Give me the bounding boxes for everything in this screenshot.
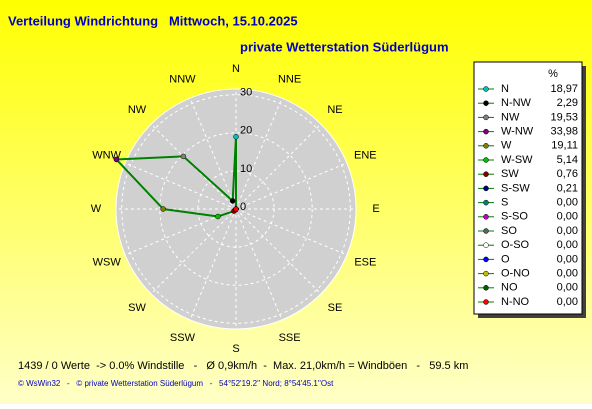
direction-label: ENE	[354, 149, 377, 161]
direction-label: NW	[128, 104, 147, 116]
legend-marker	[483, 114, 489, 121]
direction-label: SSW	[170, 332, 196, 344]
wind-point	[229, 198, 236, 204]
legend-title: %	[548, 68, 558, 80]
spoke	[150, 208, 237, 295]
legend-marker	[483, 214, 489, 220]
legend-label: N-NO	[501, 296, 530, 308]
spoke	[189, 97, 237, 210]
r-tick-label: 0	[240, 201, 246, 213]
wind-point	[215, 213, 221, 220]
legend-value: 0,00	[557, 197, 578, 209]
legend-label: NW	[501, 111, 520, 123]
legend-value: 0,00	[557, 268, 578, 280]
copyright: © WsWin32 - © private Wetterstation Süde…	[18, 379, 334, 388]
legend-label: NO	[501, 282, 518, 294]
spoke	[189, 208, 237, 321]
legend-label: W-SW	[501, 154, 533, 166]
legend-label: S-SW	[501, 182, 530, 194]
direction-label: SE	[328, 302, 343, 314]
direction-label: WSW	[93, 256, 122, 268]
spoke	[235, 208, 283, 321]
legend-label: O	[501, 253, 510, 265]
legend-marker	[483, 299, 489, 305]
direction-label: SSE	[279, 332, 301, 344]
chart-title: Verteilung Windrichtung Mittwoch, 15.10.…	[8, 13, 298, 28]
legend-label: SW	[501, 168, 519, 180]
legend-label: W-NW	[501, 126, 534, 138]
legend-marker	[483, 242, 489, 248]
legend-value: 0,00	[557, 296, 578, 308]
direction-label: ESE	[354, 256, 376, 268]
legend-marker	[483, 199, 489, 206]
direction-label: W	[91, 203, 102, 215]
spoke	[235, 208, 348, 256]
direction-label: NE	[327, 104, 342, 116]
legend-value: 2,29	[557, 97, 578, 109]
grid-ring	[197, 170, 275, 248]
legend-value: 0,00	[557, 239, 578, 251]
spoke	[235, 208, 322, 295]
legend-label: O-NO	[501, 268, 530, 280]
chart-subtitle: private Wetterstation Süderlügum	[240, 39, 449, 54]
spoke	[235, 97, 283, 210]
legend-value: 0,76	[557, 168, 578, 180]
direction-label: E	[372, 203, 379, 215]
wind-point	[160, 206, 166, 212]
legend-label: N-NW	[501, 97, 532, 109]
legend-label: O-SO	[501, 239, 530, 251]
grid-ring	[121, 94, 351, 324]
r-tick-label: 30	[240, 87, 252, 99]
spoke	[124, 162, 237, 210]
direction-label: NNE	[278, 74, 301, 86]
legend-value: 0,00	[557, 282, 578, 294]
legend-label: N	[501, 83, 509, 95]
spoke	[235, 162, 348, 210]
legend-value: 5,14	[557, 154, 578, 166]
direction-label: SW	[128, 302, 146, 314]
wind-point	[113, 156, 120, 163]
legend-value: 0,00	[557, 253, 578, 265]
footer: 1439 / 0 Werte -> 0.0% Windstille - Ø 0,…	[18, 360, 468, 372]
direction-label: S	[232, 343, 239, 355]
legend-marker	[483, 171, 489, 177]
legend-value: 0,00	[557, 211, 578, 223]
direction-label: N	[232, 63, 240, 75]
legend-marker	[483, 100, 489, 106]
legend-value: 0,21	[557, 182, 578, 194]
legend-value: 18,97	[550, 83, 578, 95]
legend-value: 19,11	[551, 140, 578, 152]
wind-point	[233, 133, 239, 140]
legend-marker	[483, 143, 489, 149]
r-tick-label: 10	[240, 163, 252, 175]
legend-value: 19,53	[550, 111, 578, 123]
legend-label: W	[501, 140, 512, 152]
wind-point	[233, 206, 239, 212]
legend-label: S	[501, 197, 508, 209]
wind-point	[180, 153, 187, 160]
legend-marker	[483, 256, 489, 263]
legend-marker	[483, 185, 489, 192]
legend-marker	[483, 228, 489, 234]
legend-label: S-SO	[501, 211, 528, 223]
spoke	[235, 123, 322, 210]
legend-marker	[483, 128, 489, 135]
legend-label: SO	[501, 225, 517, 237]
legend-marker	[483, 157, 489, 163]
legend-marker	[483, 270, 489, 277]
direction-label: NNW	[169, 74, 196, 86]
r-tick-label: 20	[240, 125, 252, 137]
legend-marker	[483, 86, 489, 92]
legend-value: 33,98	[550, 126, 578, 138]
legend-marker	[483, 285, 489, 291]
legend-value: 0,00	[557, 225, 578, 237]
grid-ring	[159, 132, 313, 286]
